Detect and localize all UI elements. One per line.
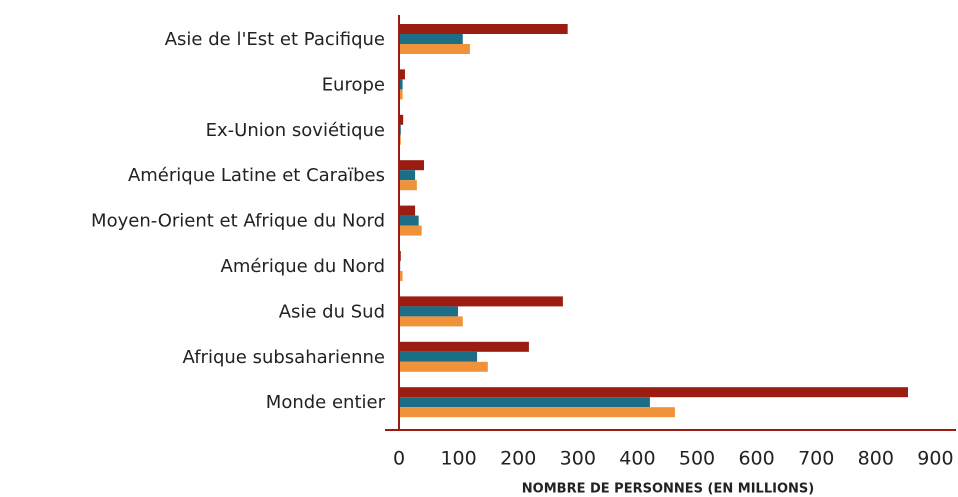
y-tick-label: Afrique subsaharienne [183, 347, 385, 368]
x-tick-label: 600 [738, 448, 774, 470]
y-tick-label: Amérique du Nord [221, 256, 386, 277]
bar [399, 170, 416, 181]
bar [399, 397, 650, 408]
x-tick-label: 500 [679, 448, 715, 470]
y-tick-label: Ex-Union soviétique [206, 120, 385, 141]
bar [399, 205, 416, 216]
bar [399, 341, 529, 352]
x-tick-label: 700 [798, 448, 834, 470]
bar [399, 271, 403, 281]
bar [399, 34, 463, 44]
x-tick-label: 900 [917, 448, 953, 470]
bar [399, 160, 425, 171]
bar [399, 316, 463, 327]
bar [399, 361, 488, 372]
x-tick-label: 100 [440, 448, 476, 470]
bar [399, 180, 417, 191]
bar [399, 306, 459, 317]
bar [399, 69, 405, 80]
y-tick-label: Asie du Sud [279, 301, 385, 322]
bar [399, 387, 908, 398]
y-tick-label: Moyen-Orient et Afrique du Nord [91, 211, 385, 232]
x-tick-label: 300 [560, 448, 596, 470]
bar [399, 114, 404, 125]
bar [399, 79, 403, 90]
x-axis-title: NOMBRE DE PERSONNES (EN MILLIONS) [522, 482, 814, 497]
y-tick-label: Amérique Latine et Caraïbes [128, 165, 385, 186]
bar [399, 225, 422, 236]
bar [399, 351, 478, 362]
x-tick-label: 400 [619, 448, 655, 470]
bar [399, 44, 470, 54]
x-tick-label: 800 [858, 448, 894, 470]
bar [399, 215, 419, 226]
bar [399, 407, 675, 418]
x-tick-label: 0 [393, 448, 405, 470]
bar [399, 89, 403, 100]
y-tick-label: Asie de l'Est et Pacifique [165, 29, 385, 50]
y-tick-label: Europe [322, 74, 385, 95]
x-tick-label: 200 [500, 448, 536, 470]
y-tick-label: Monde entier [266, 392, 386, 413]
bar [399, 296, 563, 307]
bar [399, 24, 568, 34]
